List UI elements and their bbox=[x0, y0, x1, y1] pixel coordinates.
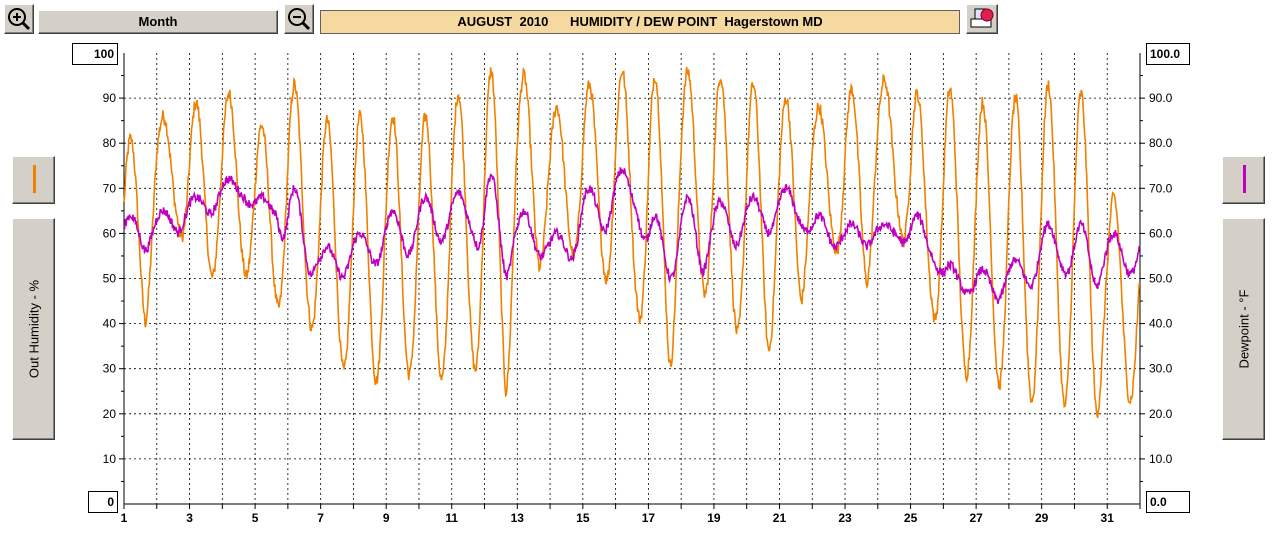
humidity-series-line bbox=[123, 66, 1141, 419]
dewpoint-legend-swatch bbox=[1242, 165, 1246, 193]
zoom-out-icon bbox=[288, 8, 311, 31]
right-tick-label: 10.0 bbox=[1149, 452, 1173, 466]
left-tick-label: 40 bbox=[103, 317, 117, 331]
chart-title: AUGUST 2010 HUMIDITY / DEW POINT Hagerst… bbox=[320, 10, 960, 34]
zoom-in-button[interactable] bbox=[4, 4, 34, 34]
right-tick-label: 70.0 bbox=[1149, 181, 1173, 195]
left-tick-label: 70 bbox=[103, 181, 117, 195]
x-tick-label: 9 bbox=[383, 511, 390, 525]
right-tick-label: 40.0 bbox=[1149, 317, 1173, 331]
left-axis-min-box[interactable]: 0 bbox=[88, 491, 118, 513]
right-tick-label: 60.0 bbox=[1149, 226, 1173, 240]
plot-area bbox=[124, 53, 1140, 504]
left-axis-max-box[interactable]: 100 bbox=[72, 43, 118, 65]
x-tick-label: 23 bbox=[838, 511, 852, 525]
humidity-legend-button[interactable] bbox=[12, 156, 55, 204]
x-tick-label: 3 bbox=[186, 511, 193, 525]
right-axis-max-box[interactable]: 100.0 bbox=[1146, 43, 1190, 65]
right-tick-label: 50.0 bbox=[1149, 272, 1173, 286]
print-button[interactable] bbox=[966, 4, 998, 34]
right-tick-label: 30.0 bbox=[1149, 362, 1173, 376]
right-tick-label: 90.0 bbox=[1149, 91, 1173, 105]
dewpoint-series-line bbox=[123, 167, 1141, 305]
x-tick-label: 21 bbox=[773, 511, 787, 525]
right-tick-label: 80.0 bbox=[1149, 136, 1173, 150]
x-tick-label: 25 bbox=[904, 511, 918, 525]
dewpoint-legend-button[interactable] bbox=[1222, 156, 1265, 204]
left-axis-button[interactable]: Out Humidity - % bbox=[12, 218, 55, 440]
left-tick-label: 90 bbox=[103, 91, 117, 105]
left-tick-label: 50 bbox=[103, 272, 117, 286]
range-selector-button[interactable]: Month bbox=[38, 10, 278, 34]
right-axis-min-box[interactable]: 0.0 bbox=[1146, 491, 1190, 513]
x-tick-label: 31 bbox=[1101, 511, 1115, 525]
humidity-legend-swatch bbox=[32, 165, 36, 193]
right-axis-button[interactable]: Dewpoint - °F bbox=[1222, 218, 1265, 440]
x-tick-label: 7 bbox=[317, 511, 324, 525]
x-tick-label: 5 bbox=[252, 511, 259, 525]
right-tick-label: 20.0 bbox=[1149, 407, 1173, 421]
left-tick-label: 20 bbox=[103, 407, 117, 421]
x-tick-label: 29 bbox=[1035, 511, 1049, 525]
print-icon bbox=[970, 8, 994, 28]
x-tick-label: 1 bbox=[121, 511, 128, 525]
x-tick-label: 13 bbox=[511, 511, 525, 525]
left-tick-label: 80 bbox=[103, 136, 117, 150]
x-tick-label: 15 bbox=[576, 511, 590, 525]
left-tick-label: 60 bbox=[103, 226, 117, 240]
x-tick-label: 27 bbox=[969, 511, 983, 525]
x-tick-label: 17 bbox=[642, 511, 656, 525]
zoom-in-icon bbox=[8, 8, 31, 31]
x-tick-label: 11 bbox=[445, 511, 458, 525]
zoom-out-button[interactable] bbox=[284, 4, 314, 34]
left-tick-label: 10 bbox=[103, 452, 117, 466]
x-tick-label: 19 bbox=[707, 511, 721, 525]
left-tick-label: 30 bbox=[103, 362, 117, 376]
